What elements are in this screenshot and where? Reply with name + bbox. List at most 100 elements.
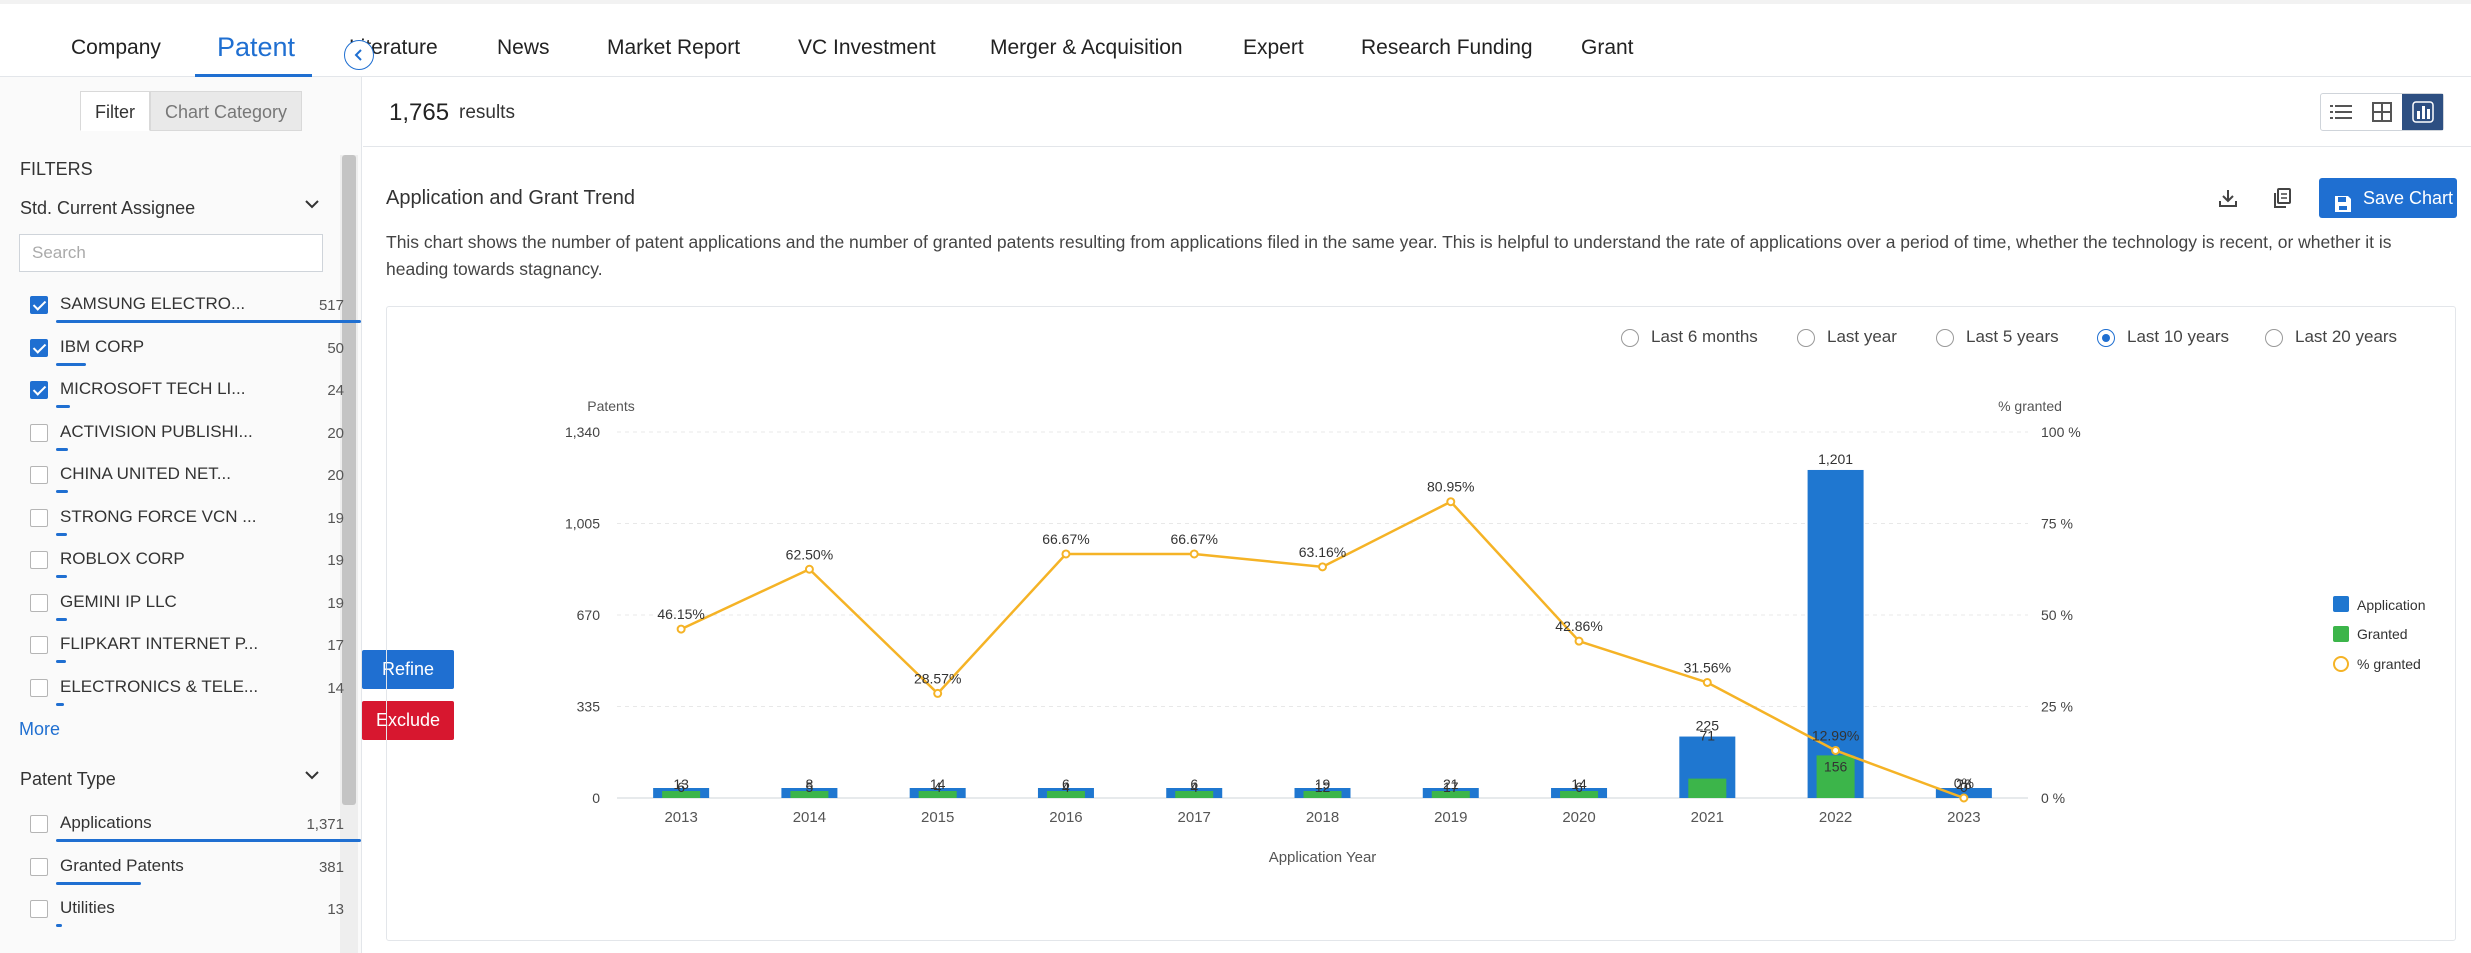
filter-item[interactable]: FLIPKART INTERNET P...17 — [30, 634, 330, 674]
radio-button[interactable] — [1936, 329, 1954, 347]
filter-item-label: STRONG FORCE VCN ... — [60, 507, 256, 527]
tab-merger-acquisition[interactable]: Merger & Acquisition — [990, 4, 1183, 77]
filter-item-count: 14 — [327, 680, 344, 697]
top-nav: Company Patent Literature News Market Re… — [0, 0, 2471, 77]
filter-item-bar — [56, 924, 62, 927]
filter-item[interactable]: SAMSUNG ELECTRO...517 — [30, 294, 330, 334]
view-switcher — [2320, 93, 2444, 131]
filter-item-label: ACTIVISION PUBLISHI... — [60, 422, 253, 442]
filter-item-count: 19 — [327, 552, 344, 569]
filter-item[interactable]: Granted Patents381 — [30, 856, 330, 896]
filter-checkbox[interactable] — [30, 815, 48, 833]
filter-item[interactable]: IBM CORP50 — [30, 337, 330, 377]
results-count: 1,765 — [389, 99, 449, 127]
chart-card — [386, 306, 2456, 941]
tab-news[interactable]: News — [497, 4, 550, 77]
assignee-search-input[interactable]: Search — [19, 234, 323, 272]
filter-checkbox[interactable] — [30, 594, 48, 612]
chart-view-icon[interactable] — [2402, 94, 2443, 130]
filter-item-count: 20 — [327, 425, 344, 442]
more-assignees-link[interactable]: More — [19, 719, 60, 740]
assignee-group-title: Std. Current Assignee — [20, 198, 195, 218]
time-range-label: Last year — [1827, 327, 1897, 347]
filter-item-bar — [56, 575, 67, 578]
filter-item[interactable]: Applications1,371 — [30, 813, 330, 853]
filter-item-bar — [56, 533, 67, 536]
filter-item-label: ROBLOX CORP — [60, 549, 185, 569]
patent-type-group-title: Patent Type — [20, 769, 116, 789]
filter-item-count: 24 — [327, 382, 344, 399]
tab-expert[interactable]: Expert — [1243, 4, 1304, 77]
radio-button[interactable] — [2097, 329, 2115, 347]
chevron-down-icon[interactable] — [302, 765, 322, 791]
filter-item-label: ELECTRONICS & TELE... — [60, 677, 258, 697]
filter-checkbox[interactable] — [30, 636, 48, 654]
radio-button[interactable] — [1621, 329, 1639, 347]
filter-item[interactable]: ACTIVISION PUBLISHI...20 — [30, 422, 330, 462]
tab-chart-category[interactable]: Chart Category — [150, 91, 302, 131]
filter-item-bar — [56, 490, 68, 493]
download-icon[interactable] — [2212, 182, 2244, 214]
filter-item-bar — [56, 405, 70, 408]
tab-patent[interactable]: Patent — [217, 4, 295, 77]
filter-checkbox[interactable] — [30, 296, 48, 314]
filter-checkbox[interactable] — [30, 381, 48, 399]
save-icon — [2333, 188, 2353, 228]
filter-item-label: Granted Patents — [60, 856, 184, 876]
tab-vc-investment[interactable]: VC Investment — [798, 4, 936, 77]
filter-item-label: Applications — [60, 813, 152, 833]
filter-item-bar — [56, 839, 361, 842]
filter-checkbox[interactable] — [30, 679, 48, 697]
filter-item-label: MICROSOFT TECH LI... — [60, 379, 245, 399]
filter-checkbox[interactable] — [30, 551, 48, 569]
assignee-group-header[interactable]: Std. Current Assignee — [20, 198, 320, 219]
filter-item-count: 20 — [327, 467, 344, 484]
list-view-icon[interactable] — [2321, 94, 2362, 130]
radio-button[interactable] — [2265, 329, 2283, 347]
filter-item-label: Utilities — [60, 898, 115, 918]
tab-grant[interactable]: Grant — [1581, 4, 1634, 77]
collapse-sidebar-button[interactable] — [344, 40, 374, 70]
filter-checkbox[interactable] — [30, 424, 48, 442]
results-label: results — [459, 102, 515, 124]
tab-company[interactable]: Company — [71, 4, 161, 77]
filter-checkbox[interactable] — [30, 509, 48, 527]
filter-item-count: 1,371 — [306, 816, 344, 833]
filter-checkbox[interactable] — [30, 858, 48, 876]
filter-item[interactable]: Utilities13 — [30, 898, 330, 938]
filter-item-bar — [56, 703, 64, 706]
filter-item-bar — [56, 660, 66, 663]
chart-description: This chart shows the number of patent ap… — [386, 229, 2446, 283]
save-chart-button[interactable]: Save Chart — [2319, 178, 2457, 218]
filter-item[interactable]: STRONG FORCE VCN ...19 — [30, 507, 330, 547]
filter-item[interactable]: MICROSOFT TECH LI...24 — [30, 379, 330, 419]
copy-icon[interactable] — [2266, 182, 2298, 214]
time-range-label: Last 6 months — [1651, 327, 1758, 347]
filter-item-label: FLIPKART INTERNET P... — [60, 634, 258, 654]
filter-item[interactable]: CHINA UNITED NET...20 — [30, 464, 330, 504]
time-range-label: Last 5 years — [1966, 327, 2059, 347]
patent-type-group-header[interactable]: Patent Type — [20, 769, 320, 790]
filter-item[interactable]: ROBLOX CORP19 — [30, 549, 330, 589]
filter-item-label: IBM CORP — [60, 337, 144, 357]
filter-item[interactable]: GEMINI IP LLC19 — [30, 592, 330, 632]
filter-checkbox[interactable] — [30, 466, 48, 484]
filter-item-label: CHINA UNITED NET... — [60, 464, 231, 484]
grid-view-icon[interactable] — [2362, 94, 2403, 130]
radio-button[interactable] — [1797, 329, 1815, 347]
sidebar-scroll-thumb[interactable] — [342, 155, 356, 805]
tab-filter[interactable]: Filter — [80, 91, 150, 131]
filters-title: FILTERS — [20, 159, 93, 180]
chart-title: Application and Grant Trend — [386, 187, 635, 210]
filter-checkbox[interactable] — [30, 339, 48, 357]
filter-item-bar — [56, 448, 68, 451]
tab-research-funding[interactable]: Research Funding — [1361, 4, 1533, 77]
sidebar-tabs: Filter Chart Category — [80, 91, 302, 131]
chevron-down-icon[interactable] — [302, 194, 322, 220]
filter-item[interactable]: ELECTRONICS & TELE...14 — [30, 677, 330, 717]
filter-item-count: 50 — [327, 340, 344, 357]
filter-checkbox[interactable] — [30, 900, 48, 918]
tab-market-report[interactable]: Market Report — [607, 4, 740, 77]
results-bar: 1,765 results — [363, 77, 2471, 147]
filter-item-bar — [56, 618, 67, 621]
